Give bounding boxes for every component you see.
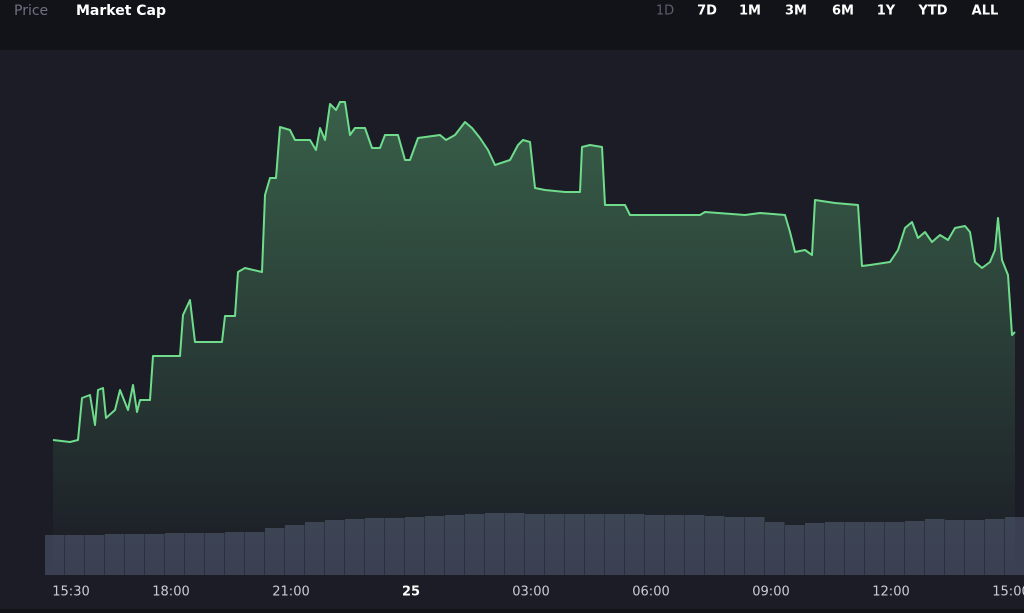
x-tick-label: 03:00 — [512, 585, 549, 600]
area-fill — [53, 102, 1015, 575]
range-button[interactable]: 3M — [785, 4, 807, 19]
range-button[interactable]: 1D — [656, 4, 674, 19]
x-tick-label: 15:30 — [52, 585, 89, 600]
x-tick-label: 21:00 — [272, 585, 309, 600]
price-line — [52, 101, 1016, 443]
x-tick-label: 18:00 — [152, 585, 189, 600]
range-button[interactable]: 1Y — [877, 4, 896, 19]
range-button[interactable]: 7D — [697, 4, 717, 19]
x-tick-label: 06:00 — [632, 585, 669, 600]
x-tick-label: 12:00 — [872, 585, 909, 600]
x-tick-label: 25 — [402, 585, 420, 600]
tab[interactable]: Price — [14, 3, 48, 19]
x-tick-label: 09:00 — [752, 585, 789, 600]
tab[interactable]: Market Cap — [76, 3, 166, 19]
range-button[interactable]: YTD — [917, 4, 947, 19]
range-button[interactable]: 1M — [739, 4, 761, 19]
range-button[interactable]: 6M — [832, 4, 854, 19]
range-button[interactable]: ALL — [972, 4, 999, 19]
x-tick-label: 15:00 — [992, 585, 1024, 600]
